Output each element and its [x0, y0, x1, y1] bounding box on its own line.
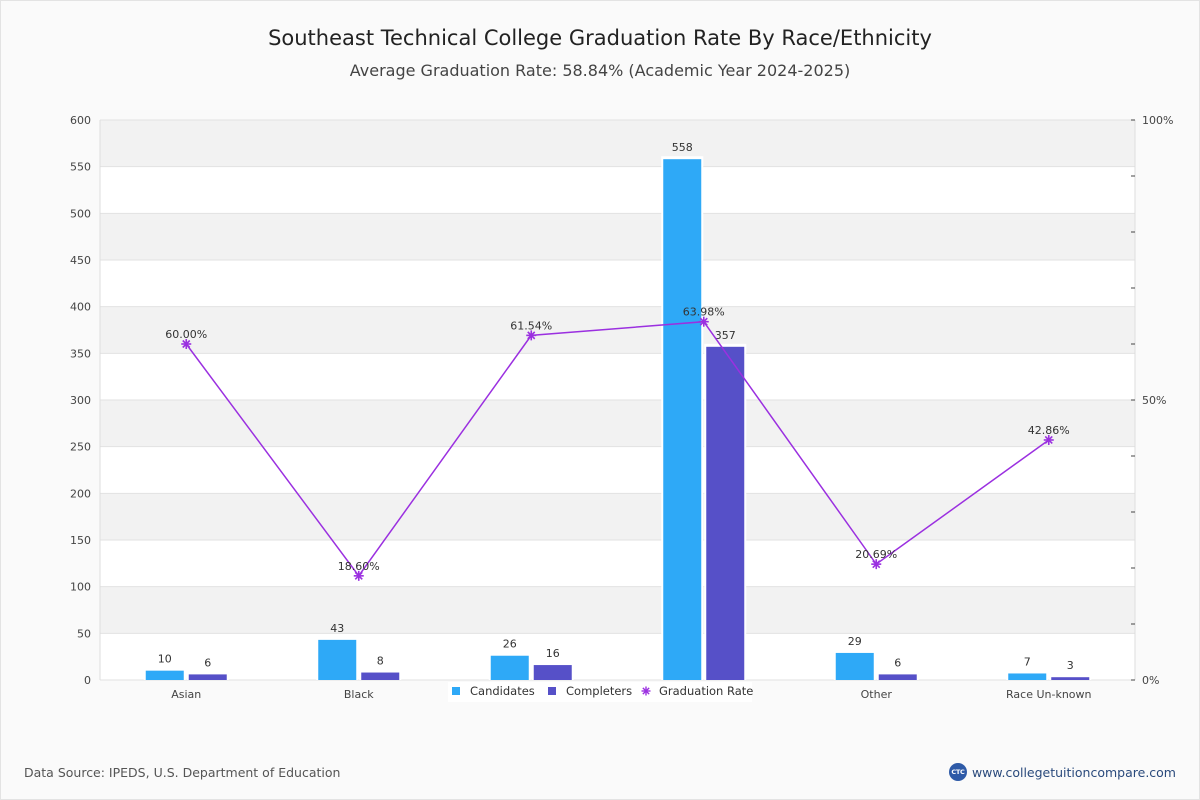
y-tick-label: 150 — [70, 534, 91, 547]
x-tick-label: Asian — [171, 688, 201, 701]
data-label-candidates: 10 — [158, 653, 172, 666]
data-label-completers: 3 — [1067, 659, 1074, 672]
x-tick-label: Black — [344, 688, 374, 701]
y-tick-label: 600 — [70, 114, 91, 127]
y2-tick-label: 0% — [1142, 674, 1159, 687]
brand-url: www.collegetuitioncompare.com — [971, 764, 1176, 780]
rate-label: 20.69% — [855, 548, 897, 561]
legend-graduation-rate-label: Graduation Rate — [659, 684, 753, 698]
rate-marker-stroke — [872, 560, 881, 569]
y-tick-label: 450 — [70, 254, 91, 267]
grid-band — [100, 400, 1135, 447]
rate-marker — [526, 330, 537, 341]
rate-label: 63.98% — [683, 306, 725, 319]
rate-label: 18.60% — [338, 560, 380, 573]
grid-band — [100, 586, 1135, 634]
bar-halo — [1049, 674, 1092, 680]
data-label-candidates: 7 — [1024, 655, 1031, 668]
rate-marker-stroke — [182, 339, 191, 349]
data-label-completers: 357 — [715, 329, 736, 342]
rate-marker — [181, 339, 192, 349]
data-label-candidates: 29 — [848, 635, 862, 648]
grid-band — [100, 213, 1135, 260]
data-label-candidates: 26 — [503, 638, 517, 651]
bar-completers — [188, 674, 227, 680]
bar-completers — [533, 665, 572, 680]
legend-completers-swatch — [548, 687, 556, 695]
data-label-candidates: 43 — [330, 622, 344, 635]
y-tick-label: 200 — [70, 487, 91, 500]
rate-label: 60.00% — [165, 328, 207, 341]
rate-label: 61.54% — [510, 319, 552, 332]
y-tick-label: 50 — [77, 627, 91, 640]
legend — [448, 682, 752, 702]
bar-candidates — [663, 159, 702, 680]
bar-candidates — [145, 670, 184, 680]
y-tick-label: 400 — [70, 301, 91, 314]
grid-band — [100, 306, 1135, 354]
grid-band — [100, 493, 1135, 540]
bar-completers — [706, 346, 745, 680]
bar-candidates — [1008, 673, 1047, 680]
grid-band — [100, 120, 1135, 167]
y2-tick-label: 100% — [1142, 114, 1173, 127]
bar-candidates — [835, 652, 874, 680]
rate-marker — [698, 316, 709, 327]
data-label-completers: 16 — [546, 647, 560, 660]
rate-line — [185, 320, 1050, 578]
chart-title: Southeast Technical College Graduation R… — [268, 26, 932, 50]
y2-tick-label: 50% — [1142, 394, 1166, 407]
bar-candidates — [490, 655, 529, 680]
data-source: Data Source: IPEDS, U.S. Department of E… — [24, 765, 341, 780]
bar-completers — [361, 672, 400, 680]
legend-candidates-label: Candidates — [470, 684, 535, 698]
x-tick-label: Other — [861, 688, 893, 701]
rate-marker — [353, 570, 364, 581]
legend-completers-label: Completers — [566, 684, 632, 698]
rate-marker — [871, 559, 882, 570]
rate-marker — [1043, 434, 1054, 445]
rate-marker-stroke — [1044, 435, 1053, 445]
rate-label: 42.86% — [1028, 424, 1070, 437]
data-label-completers: 6 — [204, 656, 211, 669]
legend-graduation-rate-swatch — [642, 687, 650, 695]
rate-marker-stroke — [699, 317, 708, 326]
y-tick-label: 0 — [84, 674, 91, 687]
y-tick-label: 350 — [70, 347, 91, 360]
rate-marker-stroke — [527, 331, 536, 340]
chart-subtitle: Average Graduation Rate: 58.84% (Academi… — [349, 61, 851, 80]
bar-completers — [878, 674, 917, 680]
rate-marker-stroke — [354, 571, 363, 580]
bar-completers — [1051, 677, 1090, 680]
legend-candidates-swatch — [452, 687, 460, 695]
bar-candidates — [318, 639, 357, 680]
x-tick-label: Race Un-known — [1006, 688, 1092, 701]
brand-link[interactable]: CTC www.collegetuitioncompare.com — [948, 763, 1176, 781]
y-tick-label: 550 — [70, 161, 91, 174]
data-label-candidates: 558 — [672, 141, 693, 154]
data-label-completers: 8 — [377, 655, 384, 668]
y-tick-label: 300 — [70, 394, 91, 407]
y-tick-label: 500 — [70, 207, 91, 220]
data-label-completers: 6 — [894, 656, 901, 669]
brand-logo-icon: CTC — [948, 763, 967, 781]
y-tick-label: 100 — [70, 581, 91, 594]
y-tick-label: 250 — [70, 441, 91, 454]
legend-bg — [448, 682, 752, 702]
